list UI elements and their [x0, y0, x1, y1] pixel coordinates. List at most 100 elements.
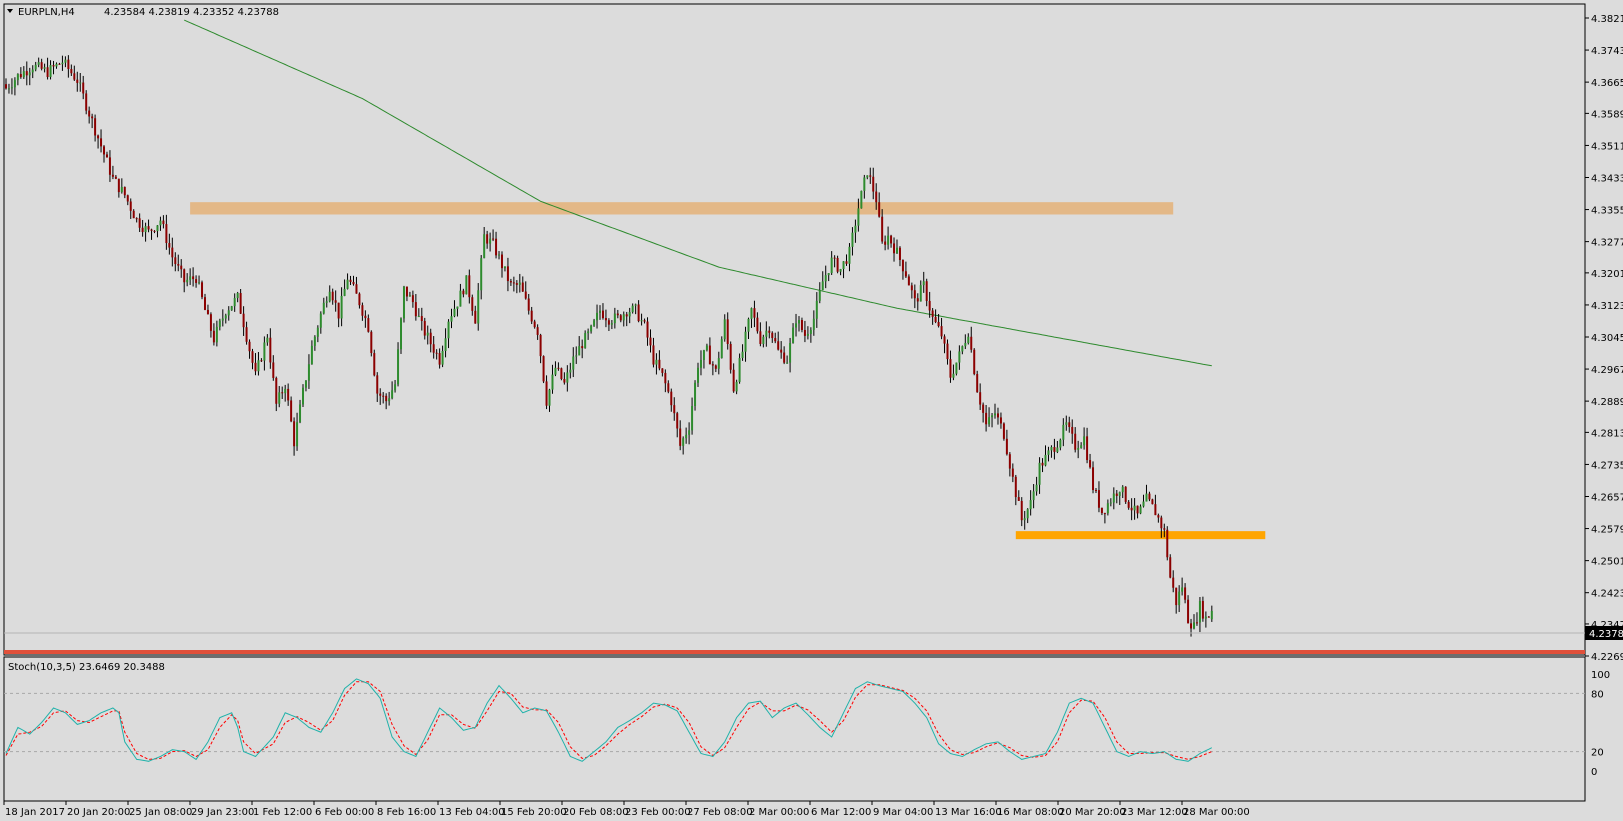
candle [28, 67, 31, 86]
candle-body [456, 306, 459, 309]
candle-body [1195, 622, 1198, 624]
candle [186, 273, 189, 287]
candle-body [435, 352, 438, 354]
candle-body [613, 313, 616, 324]
candle [340, 287, 343, 327]
candle-body [658, 359, 661, 369]
candle [1094, 488, 1097, 494]
candle-body [278, 392, 281, 404]
candle-body [132, 210, 135, 219]
candle-body [290, 400, 293, 422]
candle-body [1026, 509, 1029, 519]
candle [1103, 512, 1106, 524]
candle-body [982, 404, 985, 413]
candle [203, 293, 206, 311]
candle [373, 349, 376, 377]
candle [964, 334, 967, 350]
candle-body [1074, 433, 1077, 450]
candle-body [1077, 448, 1080, 450]
stochastic-panel[interactable] [3, 656, 1586, 802]
candle [952, 364, 955, 381]
candle-body [955, 362, 958, 374]
candle-body [566, 372, 569, 383]
candle [385, 393, 388, 410]
candle-body [180, 265, 183, 270]
candle [16, 73, 19, 86]
candle [1071, 419, 1074, 444]
candle [153, 230, 156, 234]
candle-body [55, 63, 58, 67]
candle-body [400, 318, 403, 350]
candle-body [310, 345, 313, 365]
candle-body [500, 254, 503, 269]
candle-body [402, 286, 405, 319]
candle-body [985, 412, 988, 425]
candle [248, 339, 251, 359]
candle-body [661, 368, 664, 373]
candle [123, 186, 126, 199]
time-tick-label: 6 Mar 12:00 [811, 807, 871, 818]
candle [560, 367, 563, 381]
candle [720, 336, 723, 359]
candle [236, 291, 239, 303]
support-line[interactable] [1015, 531, 1266, 540]
candle [898, 246, 901, 267]
candle [563, 372, 566, 385]
candle-body [1029, 500, 1032, 510]
candle-body [789, 342, 792, 363]
candle [1145, 484, 1148, 502]
candle-body [269, 337, 272, 363]
candle [64, 56, 67, 68]
candle [417, 308, 420, 318]
candle-body [141, 227, 144, 233]
candle [542, 355, 545, 384]
candle [518, 273, 521, 293]
candle [1172, 570, 1175, 593]
candle [527, 293, 530, 315]
candle-body [198, 282, 201, 284]
candle [824, 265, 827, 289]
candle-body [76, 79, 79, 83]
candle [1127, 500, 1130, 510]
candle-body [747, 318, 750, 332]
resistance-zone[interactable] [190, 202, 1174, 215]
candle-body [821, 281, 824, 291]
candle [619, 314, 622, 323]
candle-body [94, 118, 97, 136]
candle [943, 334, 946, 354]
price-panel[interactable] [3, 3, 1586, 656]
candle-body [307, 364, 310, 381]
candle [40, 58, 43, 71]
candle [655, 353, 658, 375]
candle [58, 62, 61, 65]
symbol-dropdown-icon[interactable] [7, 9, 13, 13]
candle-body [631, 305, 634, 313]
candle [702, 349, 705, 369]
candle [1133, 498, 1136, 520]
candle-body [423, 320, 426, 336]
candle-body [1014, 476, 1017, 498]
candle [480, 255, 483, 300]
candle-body [878, 202, 881, 217]
candle [1154, 494, 1157, 516]
candle [581, 339, 584, 359]
candle-body [251, 351, 254, 363]
candle [352, 275, 355, 286]
candle [658, 350, 661, 371]
candle [129, 198, 132, 219]
candle [1029, 490, 1032, 516]
candle-body [465, 275, 468, 295]
candle [313, 335, 316, 351]
candle-body [1187, 599, 1190, 624]
candle-body [964, 342, 967, 347]
candle-body [227, 310, 230, 316]
candle-body [842, 261, 845, 270]
candle [117, 178, 120, 198]
candle [762, 334, 765, 348]
candle [224, 313, 227, 324]
price-axis[interactable]: 4.38210 4.37430 4.36650 4.35890 4.35110 4.343… [1585, 14, 1623, 663]
candle [1092, 461, 1095, 494]
price-tick-label: 4.33550 [1591, 206, 1623, 217]
